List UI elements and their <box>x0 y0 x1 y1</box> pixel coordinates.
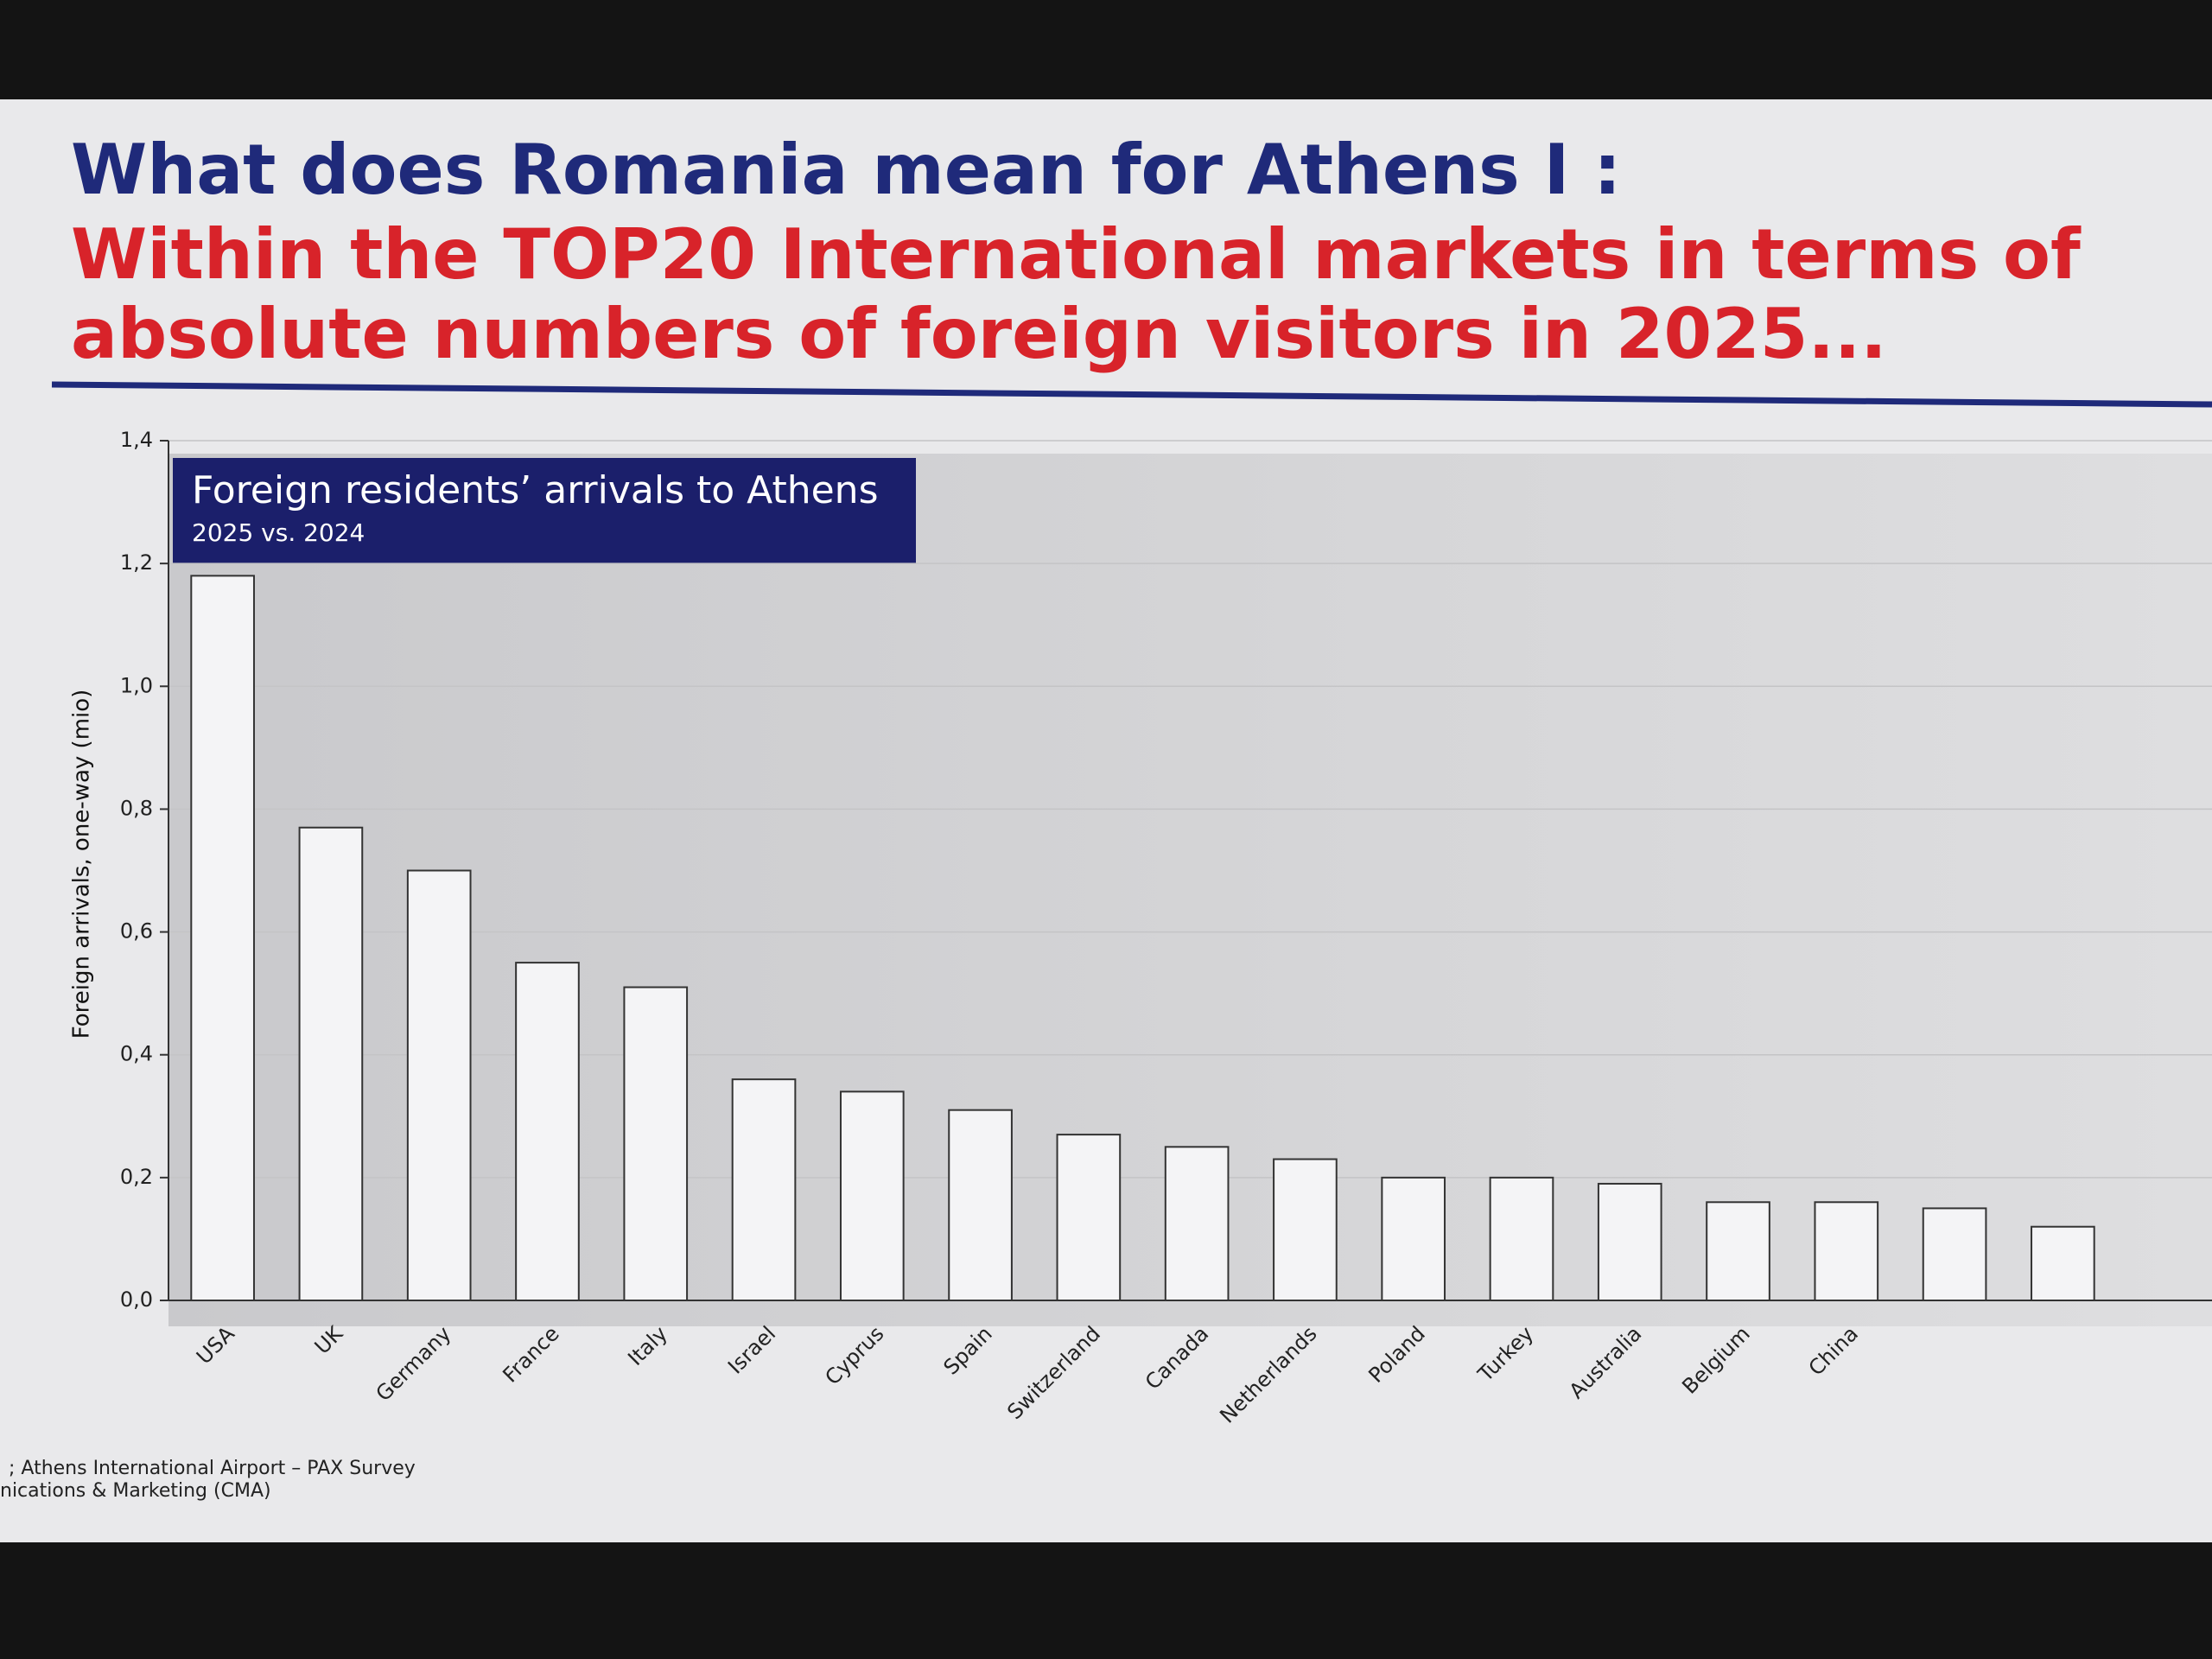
slide-subheading: Within the TOP20 International markets i… <box>71 214 2082 295</box>
bar <box>2031 1225 2095 1301</box>
bar <box>1706 1201 1770 1302</box>
bar <box>406 869 472 1301</box>
bar <box>1597 1182 1662 1301</box>
bar <box>839 1090 905 1302</box>
bar <box>1056 1134 1122 1302</box>
y-tick-label: 0,4 <box>120 1042 153 1066</box>
bar <box>190 575 255 1301</box>
y-tick-label: 0,2 <box>120 1165 153 1189</box>
chart-title: Foreign residents’ arrivals to Athens <box>192 468 879 512</box>
chart-title-box <box>173 458 916 563</box>
bar <box>1164 1146 1230 1301</box>
y-tick-label: 0,6 <box>120 919 153 944</box>
bar <box>1489 1176 1554 1302</box>
bar <box>1922 1207 1987 1301</box>
y-tick-label: 0,8 <box>120 796 153 820</box>
y-tick-label: 1,4 <box>120 428 153 452</box>
divider <box>51 381 2212 408</box>
bar <box>1814 1201 1879 1302</box>
bar <box>515 962 580 1302</box>
bar <box>1273 1158 1338 1302</box>
source: nications & Marketing (CMA) <box>0 1480 271 1502</box>
bar <box>731 1078 797 1301</box>
bar <box>298 826 364 1301</box>
y-tick-label: 1,0 <box>120 673 153 697</box>
bar <box>948 1109 1013 1302</box>
y-tick-label: 0,0 <box>120 1287 153 1312</box>
slide-subheading: absolute numbers of foreign visitors in … <box>71 294 1887 374</box>
chart-subtitle: 2025 vs. 2024 <box>192 518 365 547</box>
bar <box>623 986 689 1302</box>
slide-heading: What does Romania mean for Athens I : <box>71 130 1621 210</box>
y-axis-label: Foreign arrivals, one-way (mio) <box>69 690 95 1039</box>
source: ; Athens International Airport – PAX Sur… <box>9 1458 416 1479</box>
y-tick-label: 1,2 <box>120 550 153 575</box>
bar <box>1381 1176 1446 1302</box>
